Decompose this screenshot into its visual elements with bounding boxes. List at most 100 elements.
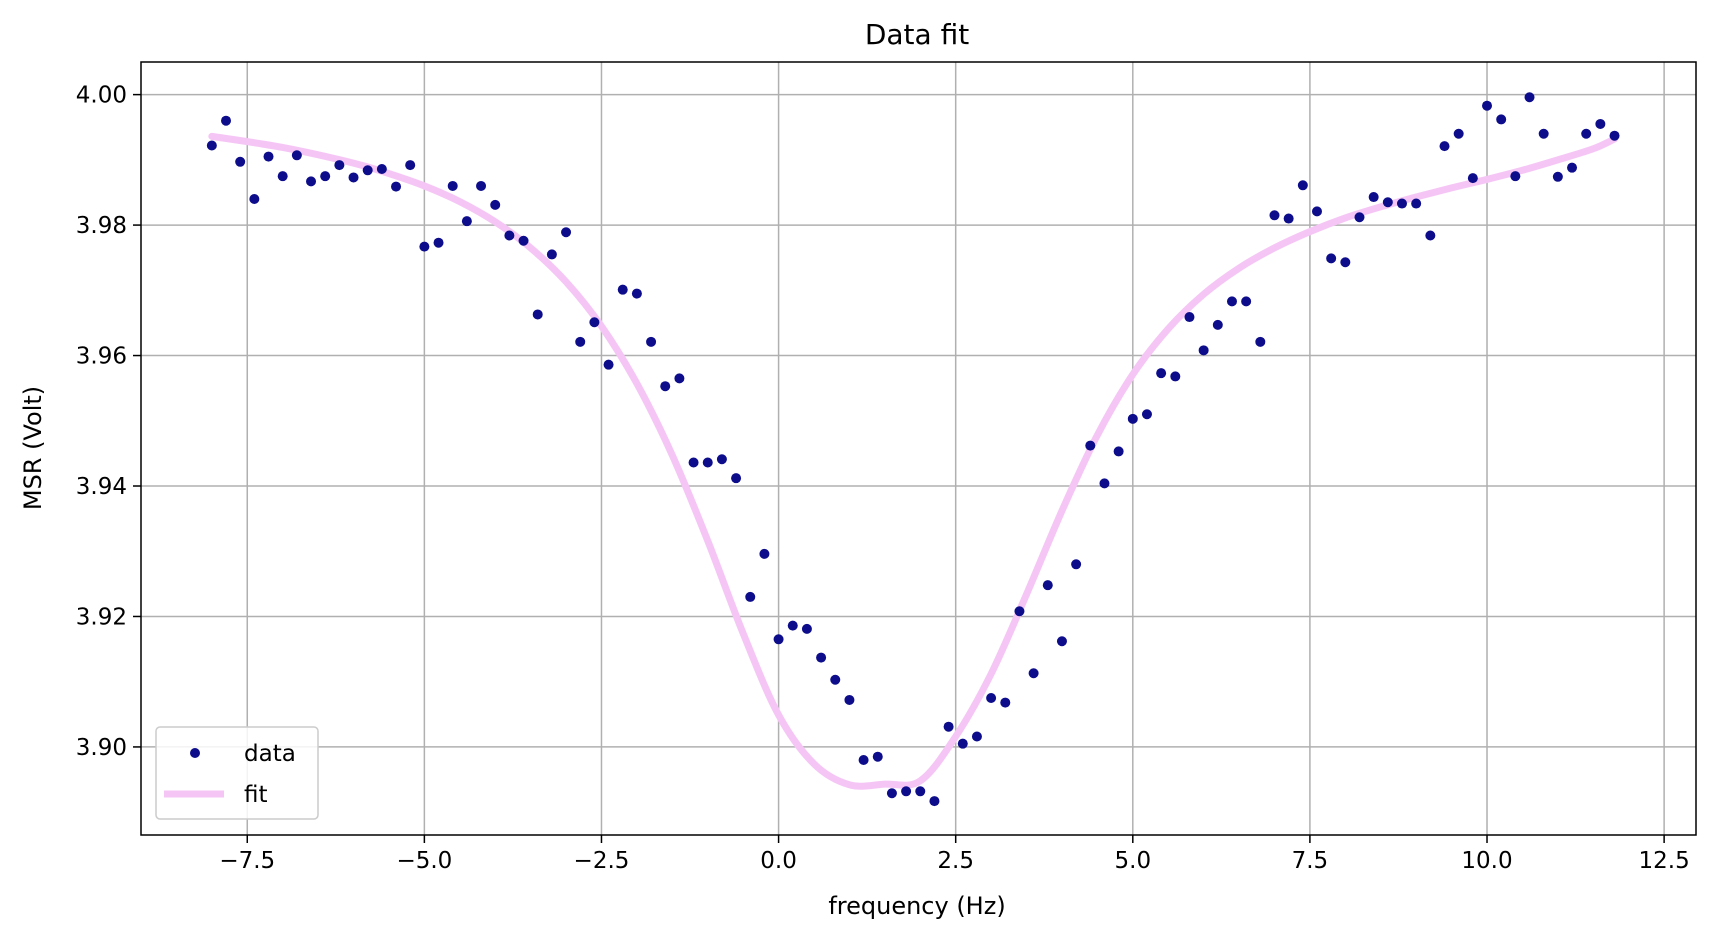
- data-point: [986, 693, 997, 704]
- data-point: [362, 165, 373, 176]
- data-point: [1269, 210, 1280, 221]
- data-point: [561, 227, 572, 238]
- data-point: [447, 180, 458, 191]
- data-point: [376, 163, 387, 174]
- data-point: [504, 230, 515, 241]
- data-point: [1241, 296, 1252, 307]
- data-point: [348, 172, 359, 183]
- data-point: [646, 336, 657, 347]
- data-point: [1198, 345, 1209, 356]
- data-point: [1425, 230, 1436, 241]
- data-point: [915, 786, 926, 797]
- x-tick-label: 2.5: [937, 848, 974, 874]
- x-axis-label: frequency (Hz): [828, 892, 1005, 920]
- x-tick-label: 0.0: [760, 848, 797, 874]
- data-point: [716, 454, 727, 465]
- data-point: [872, 751, 883, 762]
- data-point: [929, 796, 940, 807]
- data-point: [816, 652, 827, 663]
- data-point: [306, 176, 317, 187]
- data-point: [617, 284, 628, 295]
- data-point: [858, 754, 869, 765]
- data-point: [263, 151, 274, 162]
- data-point: [1212, 319, 1223, 330]
- data-point: [1113, 446, 1124, 457]
- data-point: [901, 786, 912, 797]
- data-point: [532, 309, 543, 320]
- data-point: [518, 235, 529, 246]
- data-point: [1453, 128, 1464, 139]
- data-point: [476, 180, 487, 191]
- y-tick-label: 3.96: [76, 344, 127, 370]
- data-point: [291, 150, 302, 161]
- data-point: [1411, 198, 1422, 209]
- data-point: [957, 738, 968, 749]
- x-tick-label: −7.5: [219, 848, 275, 874]
- data-point: [1524, 92, 1535, 103]
- x-tick-label: 5.0: [1115, 848, 1152, 874]
- legend-fit-label: fit: [244, 782, 268, 808]
- data-point: [1226, 296, 1237, 307]
- data-point: [1141, 409, 1152, 420]
- data-point: [1255, 336, 1266, 347]
- data-point: [1071, 559, 1082, 570]
- x-tick-label: 10.0: [1461, 848, 1512, 874]
- data-point: [603, 359, 614, 370]
- data-point: [1567, 162, 1578, 173]
- data-point: [1581, 128, 1592, 139]
- data-point: [1297, 180, 1308, 191]
- data-point: [277, 171, 288, 182]
- data-point: [660, 381, 671, 392]
- data-point: [702, 457, 713, 468]
- data-point: [461, 216, 472, 227]
- axis-ticks: −7.5 −5.0 −2.5 0.0 2.5 5.0 7.5 10.0 12.5 3.90 3.92…: [76, 83, 1690, 874]
- data-point: [1482, 100, 1493, 111]
- x-tick-label: −2.5: [574, 848, 630, 874]
- y-tick-label: 3.92: [76, 604, 127, 630]
- x-tick-label: 12.5: [1639, 848, 1690, 874]
- x-tick-label: 7.5: [1292, 848, 1329, 874]
- data-point: [1170, 371, 1181, 382]
- data-point: [688, 457, 699, 468]
- data-point: [235, 156, 246, 167]
- data-point: [631, 288, 642, 299]
- legend: data fit: [155, 726, 319, 820]
- data-point: [801, 623, 812, 634]
- data-point: [886, 788, 897, 799]
- data-point: [1609, 130, 1620, 141]
- data-point: [433, 237, 444, 248]
- data-point: [575, 336, 586, 347]
- data-series: [206, 92, 1620, 807]
- grid: [141, 62, 1696, 835]
- data-point: [391, 181, 402, 192]
- data-point: [844, 694, 855, 705]
- data-point: [1283, 213, 1294, 224]
- data-point: [320, 171, 331, 182]
- data-point: [419, 241, 430, 252]
- data-point: [787, 620, 798, 631]
- data-point: [731, 473, 742, 484]
- data-point: [1127, 413, 1138, 424]
- plot-area-frame: [140, 61, 1697, 836]
- data-point: [1311, 206, 1322, 217]
- data-point: [1000, 697, 1011, 708]
- data-point: [1014, 606, 1025, 617]
- data-point: [1184, 312, 1195, 323]
- data-point: [1510, 171, 1521, 182]
- data-point: [1397, 198, 1408, 209]
- legend-data-label: data: [244, 741, 296, 767]
- data-point: [745, 591, 756, 602]
- data-point: [1467, 173, 1478, 184]
- y-tick-label: 3.94: [76, 474, 127, 500]
- data-point: [674, 373, 685, 384]
- data-point: [830, 674, 841, 685]
- data-point: [1156, 368, 1167, 379]
- chart-title: Data fit: [865, 18, 969, 51]
- data-point: [1085, 440, 1096, 451]
- data-point: [759, 548, 770, 559]
- data-point: [1099, 478, 1110, 489]
- data-point: [1326, 253, 1337, 264]
- data-point: [773, 634, 784, 645]
- y-tick-label: 4.00: [76, 83, 127, 109]
